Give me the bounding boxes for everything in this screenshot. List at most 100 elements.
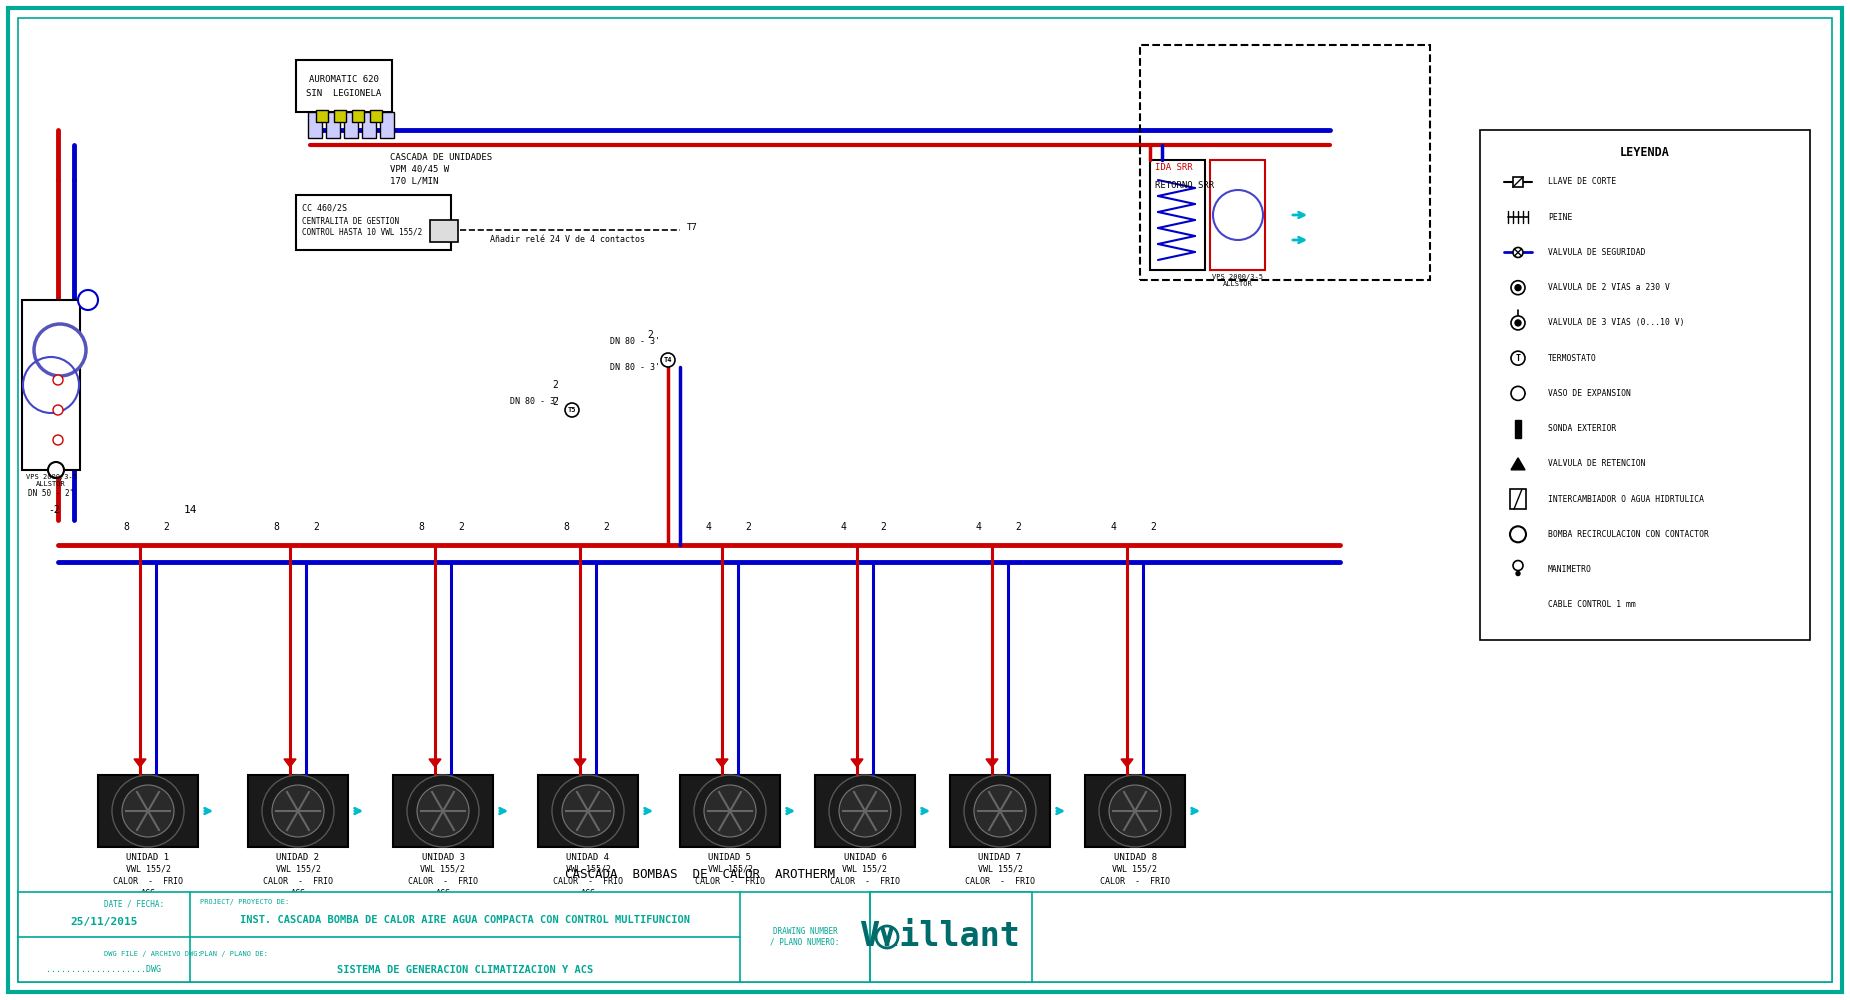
Text: UNIDAD 8: UNIDAD 8 (1114, 852, 1156, 861)
Text: PLAN / PLANO DE:: PLAN / PLANO DE: (200, 951, 268, 957)
Text: VWL 155/2: VWL 155/2 (420, 864, 466, 874)
Text: ....................DWG: ....................DWG (46, 966, 161, 974)
Text: 2: 2 (746, 522, 751, 532)
Text: IDA SRR: IDA SRR (1154, 163, 1193, 172)
Text: CALOR  -  FRIO: CALOR - FRIO (113, 876, 183, 886)
Bar (1510, 489, 1526, 509)
Polygon shape (1121, 759, 1132, 767)
Circle shape (877, 926, 897, 948)
Bar (429, 220, 459, 242)
Bar (370, 110, 381, 122)
Text: LEYENDA: LEYENDA (1621, 145, 1671, 158)
Bar (1480, 130, 1809, 640)
Circle shape (1515, 320, 1521, 326)
Text: INTERCAMBIADOR O AGUA HIDRTULICA: INTERCAMBIADOR O AGUA HIDRTULICA (1548, 495, 1704, 504)
Circle shape (562, 785, 614, 837)
Circle shape (660, 353, 675, 367)
Text: -2: -2 (48, 505, 59, 515)
Bar (296, 195, 451, 250)
Text: VWL 155/2: VWL 155/2 (707, 864, 753, 874)
Text: VASO DE EXPANSION: VASO DE EXPANSION (1548, 389, 1632, 398)
Text: UNIDAD 3: UNIDAD 3 (422, 852, 464, 861)
Text: T: T (1515, 354, 1521, 363)
Circle shape (564, 403, 579, 417)
Text: Añadir relé 24 V de 4 contactos: Añadir relé 24 V de 4 contactos (490, 234, 646, 243)
Polygon shape (285, 759, 296, 767)
Text: VWL 155/2: VWL 155/2 (126, 864, 170, 874)
Circle shape (1510, 526, 1526, 542)
Text: T4: T4 (664, 357, 672, 363)
Text: ACS: ACS (141, 888, 155, 898)
Text: MANIMETRO: MANIMETRO (1548, 565, 1591, 574)
Text: CC 460/2S: CC 460/2S (302, 204, 348, 213)
Circle shape (705, 785, 757, 837)
Text: 170 L/MIN: 170 L/MIN (390, 176, 438, 186)
Text: AUROMATIC 620: AUROMATIC 620 (309, 75, 379, 84)
Circle shape (122, 785, 174, 837)
Text: DATE / FECHA:: DATE / FECHA: (104, 900, 165, 908)
Text: 2: 2 (313, 522, 318, 532)
Text: 4: 4 (975, 522, 980, 532)
Circle shape (33, 324, 85, 376)
Text: SIN  LEGIONELA: SIN LEGIONELA (307, 89, 381, 98)
Text: CALOR  -  FRIO: CALOR - FRIO (263, 876, 333, 886)
Text: 4: 4 (1110, 522, 1116, 532)
Text: UNIDAD 4: UNIDAD 4 (566, 852, 609, 861)
Bar (307, 112, 322, 138)
Polygon shape (851, 759, 862, 767)
Text: 8: 8 (124, 522, 130, 532)
Circle shape (272, 785, 324, 837)
Text: SONDA EXTERIOR: SONDA EXTERIOR (1548, 424, 1617, 433)
Text: VALVULA DE SEGURIDAD: VALVULA DE SEGURIDAD (1548, 248, 1645, 257)
Text: VWL 155/2: VWL 155/2 (1112, 864, 1158, 874)
Text: CALOR  -  FRIO: CALOR - FRIO (696, 876, 766, 886)
Text: PROJECT/ PROYECTO DE:: PROJECT/ PROYECTO DE: (200, 899, 289, 905)
Text: VWL 155/2: VWL 155/2 (977, 864, 1023, 874)
Text: SISTEMA DE GENERACION CLIMATIZACION Y ACS: SISTEMA DE GENERACION CLIMATIZACION Y AC… (337, 965, 594, 975)
Bar (870, 892, 1032, 982)
Circle shape (407, 775, 479, 847)
Text: 2: 2 (163, 522, 168, 532)
Circle shape (1108, 785, 1162, 837)
Text: 2: 2 (881, 522, 886, 532)
Circle shape (1511, 316, 1524, 330)
Circle shape (1515, 285, 1521, 291)
Text: BOMBA RECIRCULACION CON CONTACTOR: BOMBA RECIRCULACION CON CONTACTOR (1548, 530, 1709, 539)
Bar (352, 110, 364, 122)
Bar (326, 112, 340, 138)
Polygon shape (574, 759, 586, 767)
Text: CALOR  -  FRIO: CALOR - FRIO (553, 876, 623, 886)
Text: VALVULA DE 2 VIAS a 230 V: VALVULA DE 2 VIAS a 230 V (1548, 283, 1671, 292)
Circle shape (1099, 775, 1171, 847)
Bar (681, 775, 781, 847)
Circle shape (54, 405, 63, 415)
Text: CASCADA DE UNIDADES: CASCADA DE UNIDADES (390, 152, 492, 161)
Text: VALVULA DE RETENCION: VALVULA DE RETENCION (1548, 459, 1645, 468)
Text: VPM 40/45 W: VPM 40/45 W (390, 164, 450, 174)
Circle shape (54, 435, 63, 445)
Text: VPS 2000/3-5
ALLSTOR: VPS 2000/3-5 ALLSTOR (26, 474, 76, 487)
Text: CASCADA  BOMBAS  DE  CALOR  AROTHERM: CASCADA BOMBAS DE CALOR AROTHERM (564, 867, 834, 880)
Bar (22, 300, 80, 470)
Text: ACS: ACS (435, 888, 451, 898)
Text: CABLE CONTROL 1 mm: CABLE CONTROL 1 mm (1548, 600, 1635, 609)
Text: VALVULA DE 3 VIAS (0...10 V): VALVULA DE 3 VIAS (0...10 V) (1548, 318, 1685, 327)
Bar (296, 60, 392, 112)
Bar (316, 110, 327, 122)
Text: 4: 4 (840, 522, 845, 532)
Circle shape (54, 375, 63, 385)
Circle shape (551, 775, 623, 847)
Circle shape (694, 775, 766, 847)
Text: LLAVE DE CORTE: LLAVE DE CORTE (1548, 178, 1617, 186)
Text: 2: 2 (648, 330, 653, 340)
Text: 14: 14 (183, 505, 196, 515)
Bar (816, 775, 916, 847)
Text: DN 80 - 3': DN 80 - 3' (610, 338, 660, 347)
Bar (98, 775, 198, 847)
Bar (248, 775, 348, 847)
Text: DWG FILE / ARCHIVO DWG:: DWG FILE / ARCHIVO DWG: (104, 951, 202, 957)
Text: 2: 2 (459, 522, 464, 532)
Circle shape (48, 462, 65, 478)
Circle shape (78, 290, 98, 310)
Text: CENTRALITA DE GESTION: CENTRALITA DE GESTION (302, 217, 400, 226)
